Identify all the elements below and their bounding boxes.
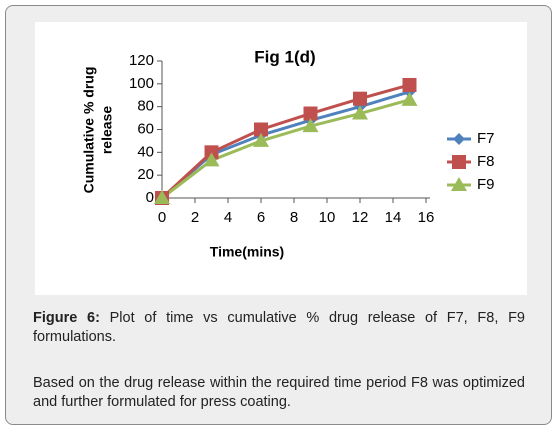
caption: Figure 6: Plot of time vs cumulative % d… — [33, 309, 525, 347]
note: Based on the drug release within the req… — [33, 375, 525, 410]
y-tick-label: 40 — [137, 143, 154, 160]
marker — [154, 190, 170, 204]
marker — [303, 106, 318, 121]
y-tick-label: 100 — [129, 75, 154, 92]
x-tick-label: 4 — [224, 209, 232, 226]
legend-label: F9 — [477, 176, 495, 193]
x-tick-label: 2 — [191, 209, 199, 226]
x-tick-label: 8 — [290, 209, 298, 226]
x-axis-label: Time(mins) — [210, 244, 284, 260]
marker — [203, 152, 220, 167]
y-axis-label: release — [99, 106, 115, 154]
y-tick-label: 120 — [129, 52, 154, 69]
y-tick-label: 0 — [146, 189, 154, 206]
marker — [401, 91, 418, 106]
y-axis-label: Cumulative % drug — [81, 67, 97, 194]
chart: Fig 1(d) Time(mins) Cumulative % drug re… — [35, 22, 527, 295]
legend-label: F7 — [477, 130, 495, 147]
x-tick-label: 16 — [418, 209, 435, 226]
marker — [402, 77, 417, 92]
marker — [452, 155, 466, 169]
caption-text: Plot of time vs cumulative % drug releas… — [33, 310, 525, 345]
y-tick-label: 80 — [137, 98, 154, 115]
series-line — [161, 98, 410, 200]
x-tick-label: 14 — [385, 209, 402, 226]
marker — [253, 132, 269, 147]
marker — [353, 91, 367, 106]
marker — [453, 133, 465, 145]
caption-label: Figure 6: — [33, 310, 100, 326]
marker — [352, 105, 368, 120]
chart-title: Fig 1(d) — [254, 47, 315, 66]
y-tick-label: 20 — [137, 166, 154, 183]
x-tick-label: 0 — [158, 209, 166, 226]
marker — [254, 122, 268, 137]
x-tick-label: 12 — [352, 209, 369, 226]
series-line — [161, 90, 410, 200]
series-line — [160, 83, 410, 200]
y-tick-label: 60 — [137, 120, 154, 137]
marker — [302, 118, 319, 133]
x-tick-label: 10 — [319, 209, 336, 226]
marker — [451, 177, 467, 191]
x-tick-label: 6 — [257, 209, 265, 226]
legend-label: F8 — [477, 153, 495, 170]
